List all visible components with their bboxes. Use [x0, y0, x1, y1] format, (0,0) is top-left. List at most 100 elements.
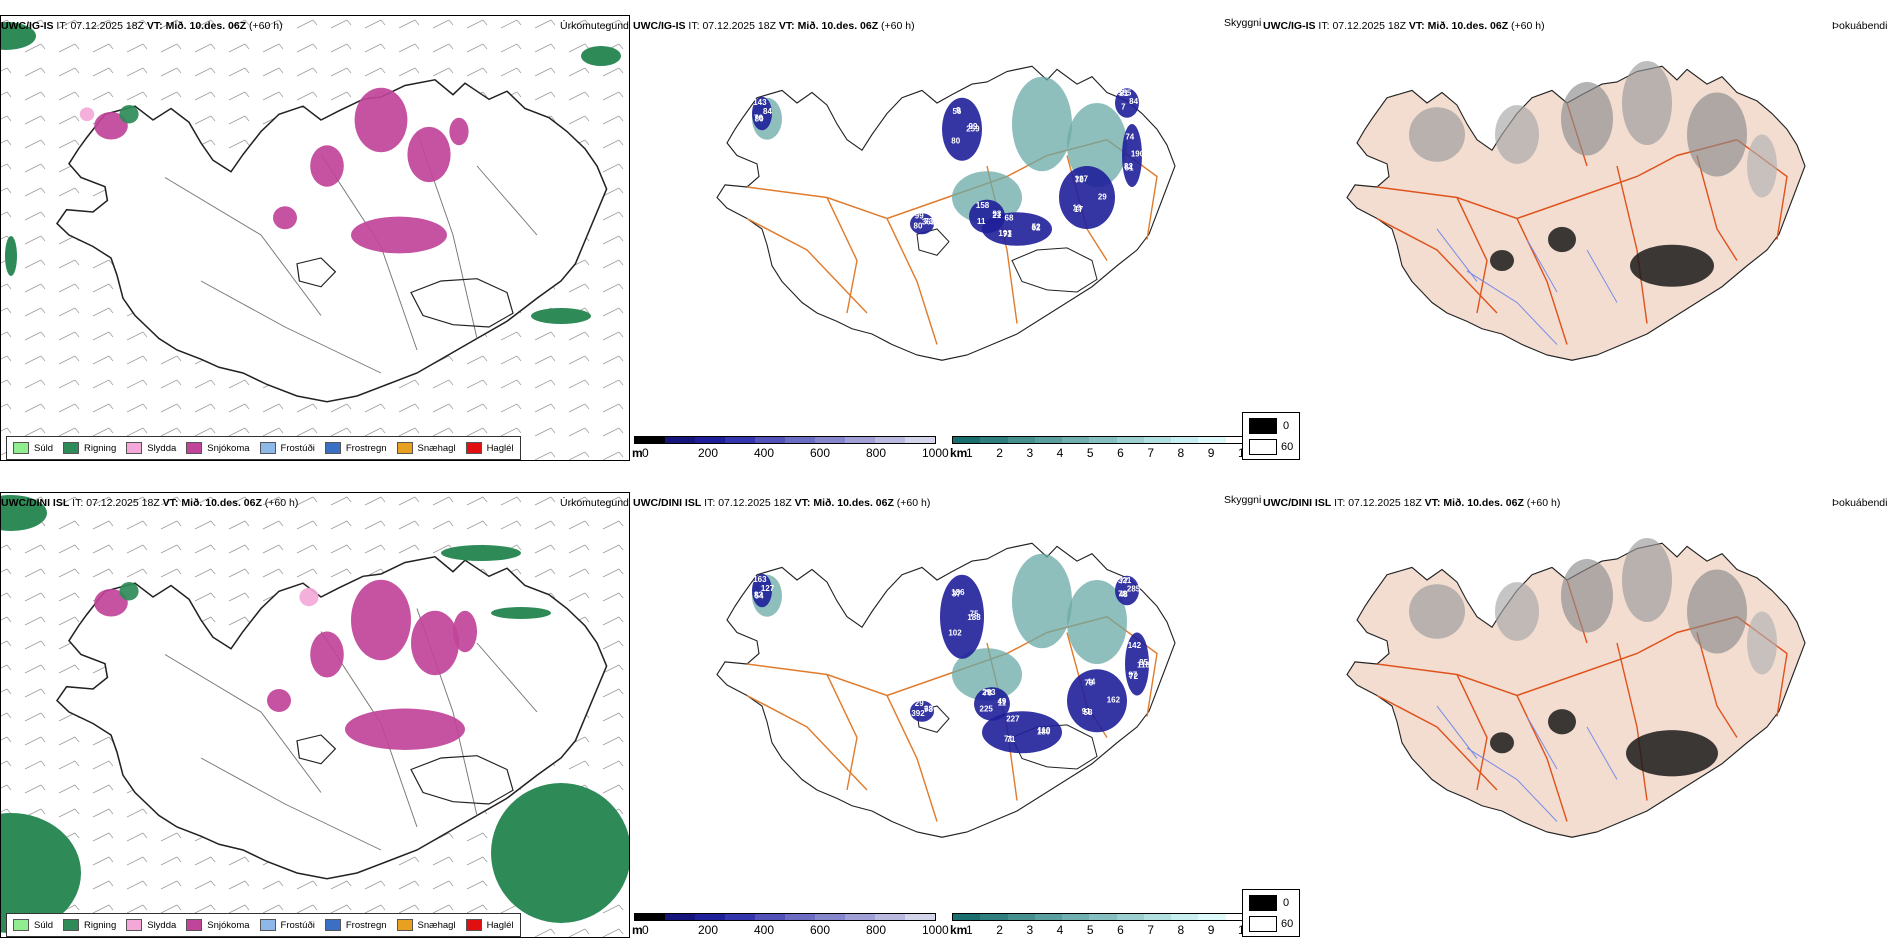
- wind-barb: [40, 616, 46, 623]
- wind-barb: [466, 832, 484, 842]
- wind-barb: [228, 496, 246, 506]
- wind-barb: [602, 712, 620, 722]
- wind-barb: [466, 379, 484, 389]
- wind-barb: [278, 43, 284, 50]
- wind-barb: [58, 403, 76, 413]
- wind-barb: [210, 403, 216, 410]
- wind-barb: [126, 856, 144, 866]
- wind-barb: [550, 544, 556, 551]
- precip-area: [310, 631, 344, 678]
- wind-barb: [516, 544, 522, 551]
- wind-barb: [534, 520, 552, 530]
- wind-barb: [74, 355, 80, 362]
- wind-barb: [550, 331, 556, 338]
- legend-swatch: [465, 919, 482, 931]
- rain-area: [531, 308, 591, 324]
- legend-item: Snæhagl: [396, 442, 456, 454]
- colorbar-tick: 0: [642, 923, 649, 937]
- wind-barb: [210, 544, 216, 551]
- wind-barb: [24, 355, 42, 365]
- wind-barb: [194, 568, 212, 578]
- wind-barb: [92, 760, 110, 770]
- wind-barb: [364, 880, 382, 890]
- road-line: [200, 757, 382, 851]
- rain-area: [1, 495, 47, 531]
- rain-area: [491, 607, 551, 619]
- wind-barb: [516, 520, 522, 527]
- wind-barb: [108, 808, 114, 815]
- wind-barb: [142, 904, 148, 911]
- wind-barb: [92, 856, 110, 866]
- wind-barb: [602, 139, 620, 149]
- wind-barb: [482, 43, 488, 50]
- ceiling-value: 77: [1119, 576, 1128, 585]
- wind-barb: [176, 832, 182, 839]
- wind-barb: [176, 856, 182, 863]
- ceiling-value: 188: [967, 613, 981, 622]
- wind-barb: [278, 403, 284, 410]
- wind-barb: [262, 520, 280, 530]
- colorbar-tick: 2: [996, 923, 1003, 937]
- wind-barb: [210, 139, 216, 146]
- precip-map-frame: Súld Rigning Slydda Snjókoma Frostúði Frostre…: [0, 492, 630, 938]
- wind-barb: [6, 379, 12, 386]
- wind-barb: [618, 760, 624, 767]
- wind-barb: [160, 544, 178, 554]
- wind-barb: [176, 520, 182, 527]
- legend-swatch: [396, 919, 413, 931]
- wind-barb: [482, 91, 488, 98]
- wind-barb: [40, 808, 46, 815]
- legend-swatch: [186, 442, 203, 454]
- fog-gray-area: [1561, 559, 1613, 633]
- wind-barb: [108, 403, 114, 410]
- wind-barb: [40, 139, 46, 146]
- ceiling-value: 110: [1038, 726, 1051, 735]
- legend-swatch: [259, 442, 276, 454]
- wind-barb: [414, 19, 420, 26]
- wind-barb: [92, 91, 110, 101]
- wind-barb: [58, 355, 76, 365]
- wind-barb: [194, 904, 212, 914]
- wind-barb: [58, 760, 76, 770]
- colorbar-unit: km: [950, 923, 968, 937]
- legend-label: Haglél: [486, 919, 514, 931]
- legend-item: Frostregn: [324, 442, 387, 454]
- wind-barb: [1, 211, 8, 216]
- wind-barb: [584, 496, 590, 503]
- colorbar-tick: 9: [1207, 446, 1215, 460]
- wind-barb: [194, 880, 212, 890]
- rain-area: [1, 22, 36, 50]
- wind-barb: [6, 163, 12, 170]
- wind-barb: [142, 520, 148, 527]
- wind-barb: [126, 91, 144, 101]
- wind-barb: [108, 856, 114, 863]
- wind-barb: [228, 856, 246, 866]
- iceland-map: [55, 78, 608, 403]
- wind-barb: [618, 19, 624, 26]
- wind-barb: [380, 403, 386, 410]
- wind-barb: [534, 403, 552, 413]
- precip-map: [1, 19, 624, 460]
- wind-barb: [74, 259, 80, 266]
- wind-barb: [24, 115, 42, 125]
- wind-barb: [228, 520, 246, 530]
- wind-barb: [40, 115, 46, 122]
- wind-barb: [228, 403, 246, 413]
- wind-barb: [126, 379, 144, 389]
- wind-barb: [568, 115, 586, 125]
- legend-swatch: [126, 442, 143, 454]
- wind-barb: [126, 67, 144, 77]
- wind-barb: [1, 592, 8, 597]
- wind-barb: [228, 544, 246, 554]
- fog-dark-area: [1626, 730, 1718, 777]
- ceiling-value: 68: [924, 704, 933, 713]
- glacier-outline: [296, 257, 337, 288]
- wind-barb: [364, 544, 382, 554]
- ceiling-value: 84: [1129, 97, 1138, 106]
- wind-barb: [550, 451, 556, 458]
- wind-barb: [550, 355, 556, 362]
- wind-barb: [176, 355, 182, 362]
- wind-barb: [6, 283, 12, 290]
- wind-barb: [618, 427, 624, 434]
- wind-barb: [108, 67, 114, 74]
